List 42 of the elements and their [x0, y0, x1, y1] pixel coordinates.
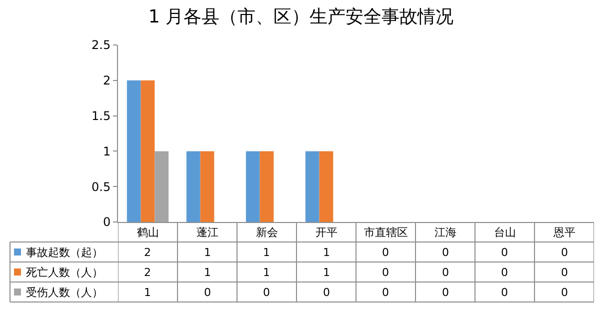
data-label: 0 [501, 286, 508, 299]
y-tick-label: 0.5 [92, 180, 111, 194]
data-label: 0 [501, 266, 508, 279]
y-tick-label: 2 [102, 74, 111, 88]
data-label: 1 [144, 286, 151, 299]
x-tick-label: 江海 [434, 226, 456, 240]
data-label: 0 [561, 286, 568, 299]
legend-label: 受伤人数（人） [26, 286, 103, 299]
y-tick-label: 1.5 [92, 109, 111, 123]
x-tick-label: 台山 [494, 226, 516, 240]
data-label: 0 [382, 266, 389, 279]
data-label: 0 [442, 266, 449, 279]
data-label: 1 [323, 266, 330, 279]
data-label: 0 [204, 286, 211, 299]
data-label: 0 [561, 266, 568, 279]
data-label: 1 [204, 266, 211, 279]
y-tick-label: 1 [102, 144, 111, 158]
x-tick-label: 蓬江 [196, 226, 218, 240]
data-label: 0 [323, 286, 330, 299]
data-label: 1 [323, 246, 330, 259]
legend-label: 事故起数（起） [26, 246, 103, 259]
data-label: 1 [263, 266, 270, 279]
data-label: 0 [442, 286, 449, 299]
y-tick-label: 2.5 [92, 38, 111, 52]
x-tick-label: 鹤山 [136, 226, 159, 240]
data-label: 0 [382, 286, 389, 299]
data-label: 2 [144, 246, 151, 259]
data-label: 1 [204, 246, 211, 259]
data-label: 0 [442, 246, 449, 259]
data-label: 0 [561, 246, 568, 259]
x-tick-label: 新会 [256, 226, 278, 240]
y-tick-label: 0 [102, 215, 111, 230]
data-label: 0 [263, 286, 270, 299]
chart-title: 1 月各县（市、区）生产安全事故情况 [148, 6, 454, 28]
data-label: 2 [144, 266, 151, 279]
legend-label: 死亡人数（人） [26, 266, 103, 279]
data-label: 0 [501, 246, 508, 259]
data-label: 1 [263, 246, 270, 259]
x-tick-label: 恩平 [552, 226, 576, 240]
data-label: 0 [382, 246, 389, 259]
x-tick-label: 开平 [315, 226, 338, 240]
x-tick-label: 市直辖区 [364, 226, 408, 240]
